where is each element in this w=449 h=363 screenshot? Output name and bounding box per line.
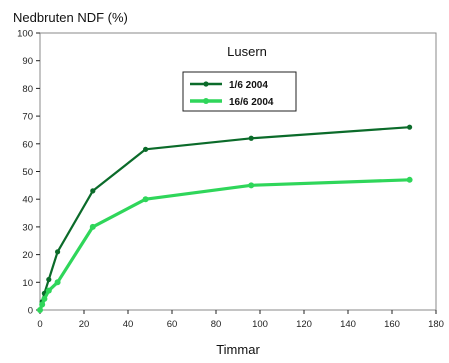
data-point-series-2 [37,307,43,313]
y-tick-label: 0 [28,306,33,317]
legend-marker-series-1 [203,81,209,87]
series-layer [37,124,413,313]
data-point-series-1 [90,188,96,194]
y-tick-label: 40 [22,195,33,206]
y-tick-label: 60 [22,139,33,150]
y-tick-label: 30 [22,222,33,233]
y-axis-label: Nedbruten NDF (%) [13,10,128,25]
data-point-series-2 [39,301,46,308]
data-point-series-2 [142,196,149,203]
legend: 1/6 2004 16/6 2004 [182,71,297,112]
x-tick-label: 0 [37,319,42,330]
x-tick-label: 100 [252,319,268,330]
x-tick-label: 180 [428,319,444,330]
data-point-series-2 [54,279,61,286]
data-point-series-1 [55,249,61,255]
y-tick-label: 20 [22,250,33,261]
data-point-series-2 [248,182,255,189]
legend-label-series-1: 1/6 2004 [229,80,268,91]
x-axis-label: Timmar [216,342,260,357]
y-tick-label: 90 [22,56,33,67]
y-tick-label: 70 [22,112,33,123]
x-tick-label: 80 [211,319,222,330]
axes: 0 10 20 30 40 50 60 70 80 90 100 0 20 40 60 80 100 120 140… [17,29,444,331]
legend-box [182,71,297,112]
x-tick-label: 160 [384,319,400,330]
data-point-series-2 [406,176,413,183]
legend-label-series-2: 16/6 2004 [229,97,274,108]
x-tick-label: 140 [340,319,356,330]
y-tick-label: 100 [17,29,33,40]
data-point-series-1 [143,146,149,152]
y-tick-label: 80 [22,84,33,95]
data-point-series-1 [407,124,413,130]
legend-marker-series-2 [203,98,209,104]
data-point-series-1 [248,135,254,141]
chart-title: Lusern [227,44,267,59]
x-tick-label: 20 [79,319,90,330]
data-point-series-2 [89,223,96,230]
y-tick-label: 10 [22,278,33,289]
x-tick-label: 40 [123,319,134,330]
data-point-series-2 [41,295,48,302]
data-point-series-2 [45,287,52,294]
data-point-series-1 [46,276,52,283]
x-tick-label: 60 [167,319,178,330]
x-tick-label: 120 [296,319,312,330]
y-tick-label: 50 [22,167,33,178]
